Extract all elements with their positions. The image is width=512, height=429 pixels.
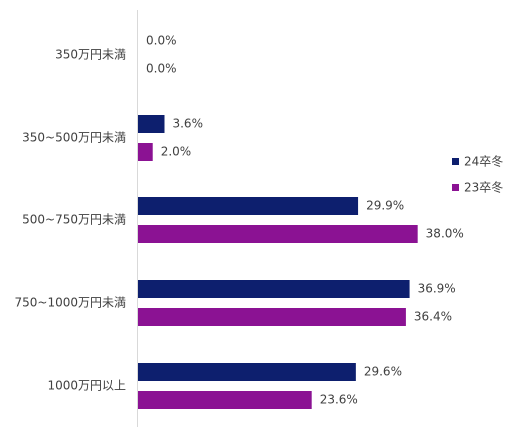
- data-label: 29.9%: [366, 199, 404, 213]
- legend-swatch: [452, 184, 459, 191]
- category-label: 1000万円以上: [47, 379, 126, 393]
- legend-swatch: [452, 158, 459, 165]
- data-label: 29.6%: [364, 365, 402, 379]
- bar: [138, 143, 153, 161]
- data-label: 2.0%: [161, 145, 192, 159]
- category-labels-group: 350万円未満 350~500万円未満 500~750万円未満 750~1000万円未…: [15, 48, 127, 393]
- data-label: 36.9%: [418, 282, 456, 296]
- data-label: 0.0%: [146, 34, 177, 48]
- legend-label: 24卒冬: [464, 154, 503, 169]
- category-label: 500~750万円未満: [22, 213, 126, 227]
- value-labels-group: 0.0% 0.0% 3.6% 2.0% 29.9% 38.0% 36.9% 36.4% 29.6…: [146, 34, 464, 407]
- data-label: 38.0%: [426, 227, 464, 241]
- data-label: 3.6%: [172, 117, 203, 131]
- data-label: 36.4%: [414, 310, 452, 324]
- data-label: 0.0%: [146, 62, 177, 76]
- bar: [138, 197, 359, 215]
- legend: 24卒冬 23卒冬: [452, 154, 503, 195]
- data-label: 23.6%: [320, 393, 358, 407]
- category-label: 350~500万円未満: [22, 131, 126, 145]
- bar: [138, 308, 406, 326]
- bar: [138, 363, 356, 381]
- bar: [138, 280, 410, 298]
- category-label: 350万円未満: [55, 48, 126, 62]
- bar: [138, 225, 418, 243]
- bar: [138, 115, 165, 133]
- bars-group: [138, 115, 418, 409]
- legend-label: 23卒冬: [464, 180, 503, 195]
- bar: [138, 391, 312, 409]
- category-label: 750~1000万円未満: [15, 296, 127, 310]
